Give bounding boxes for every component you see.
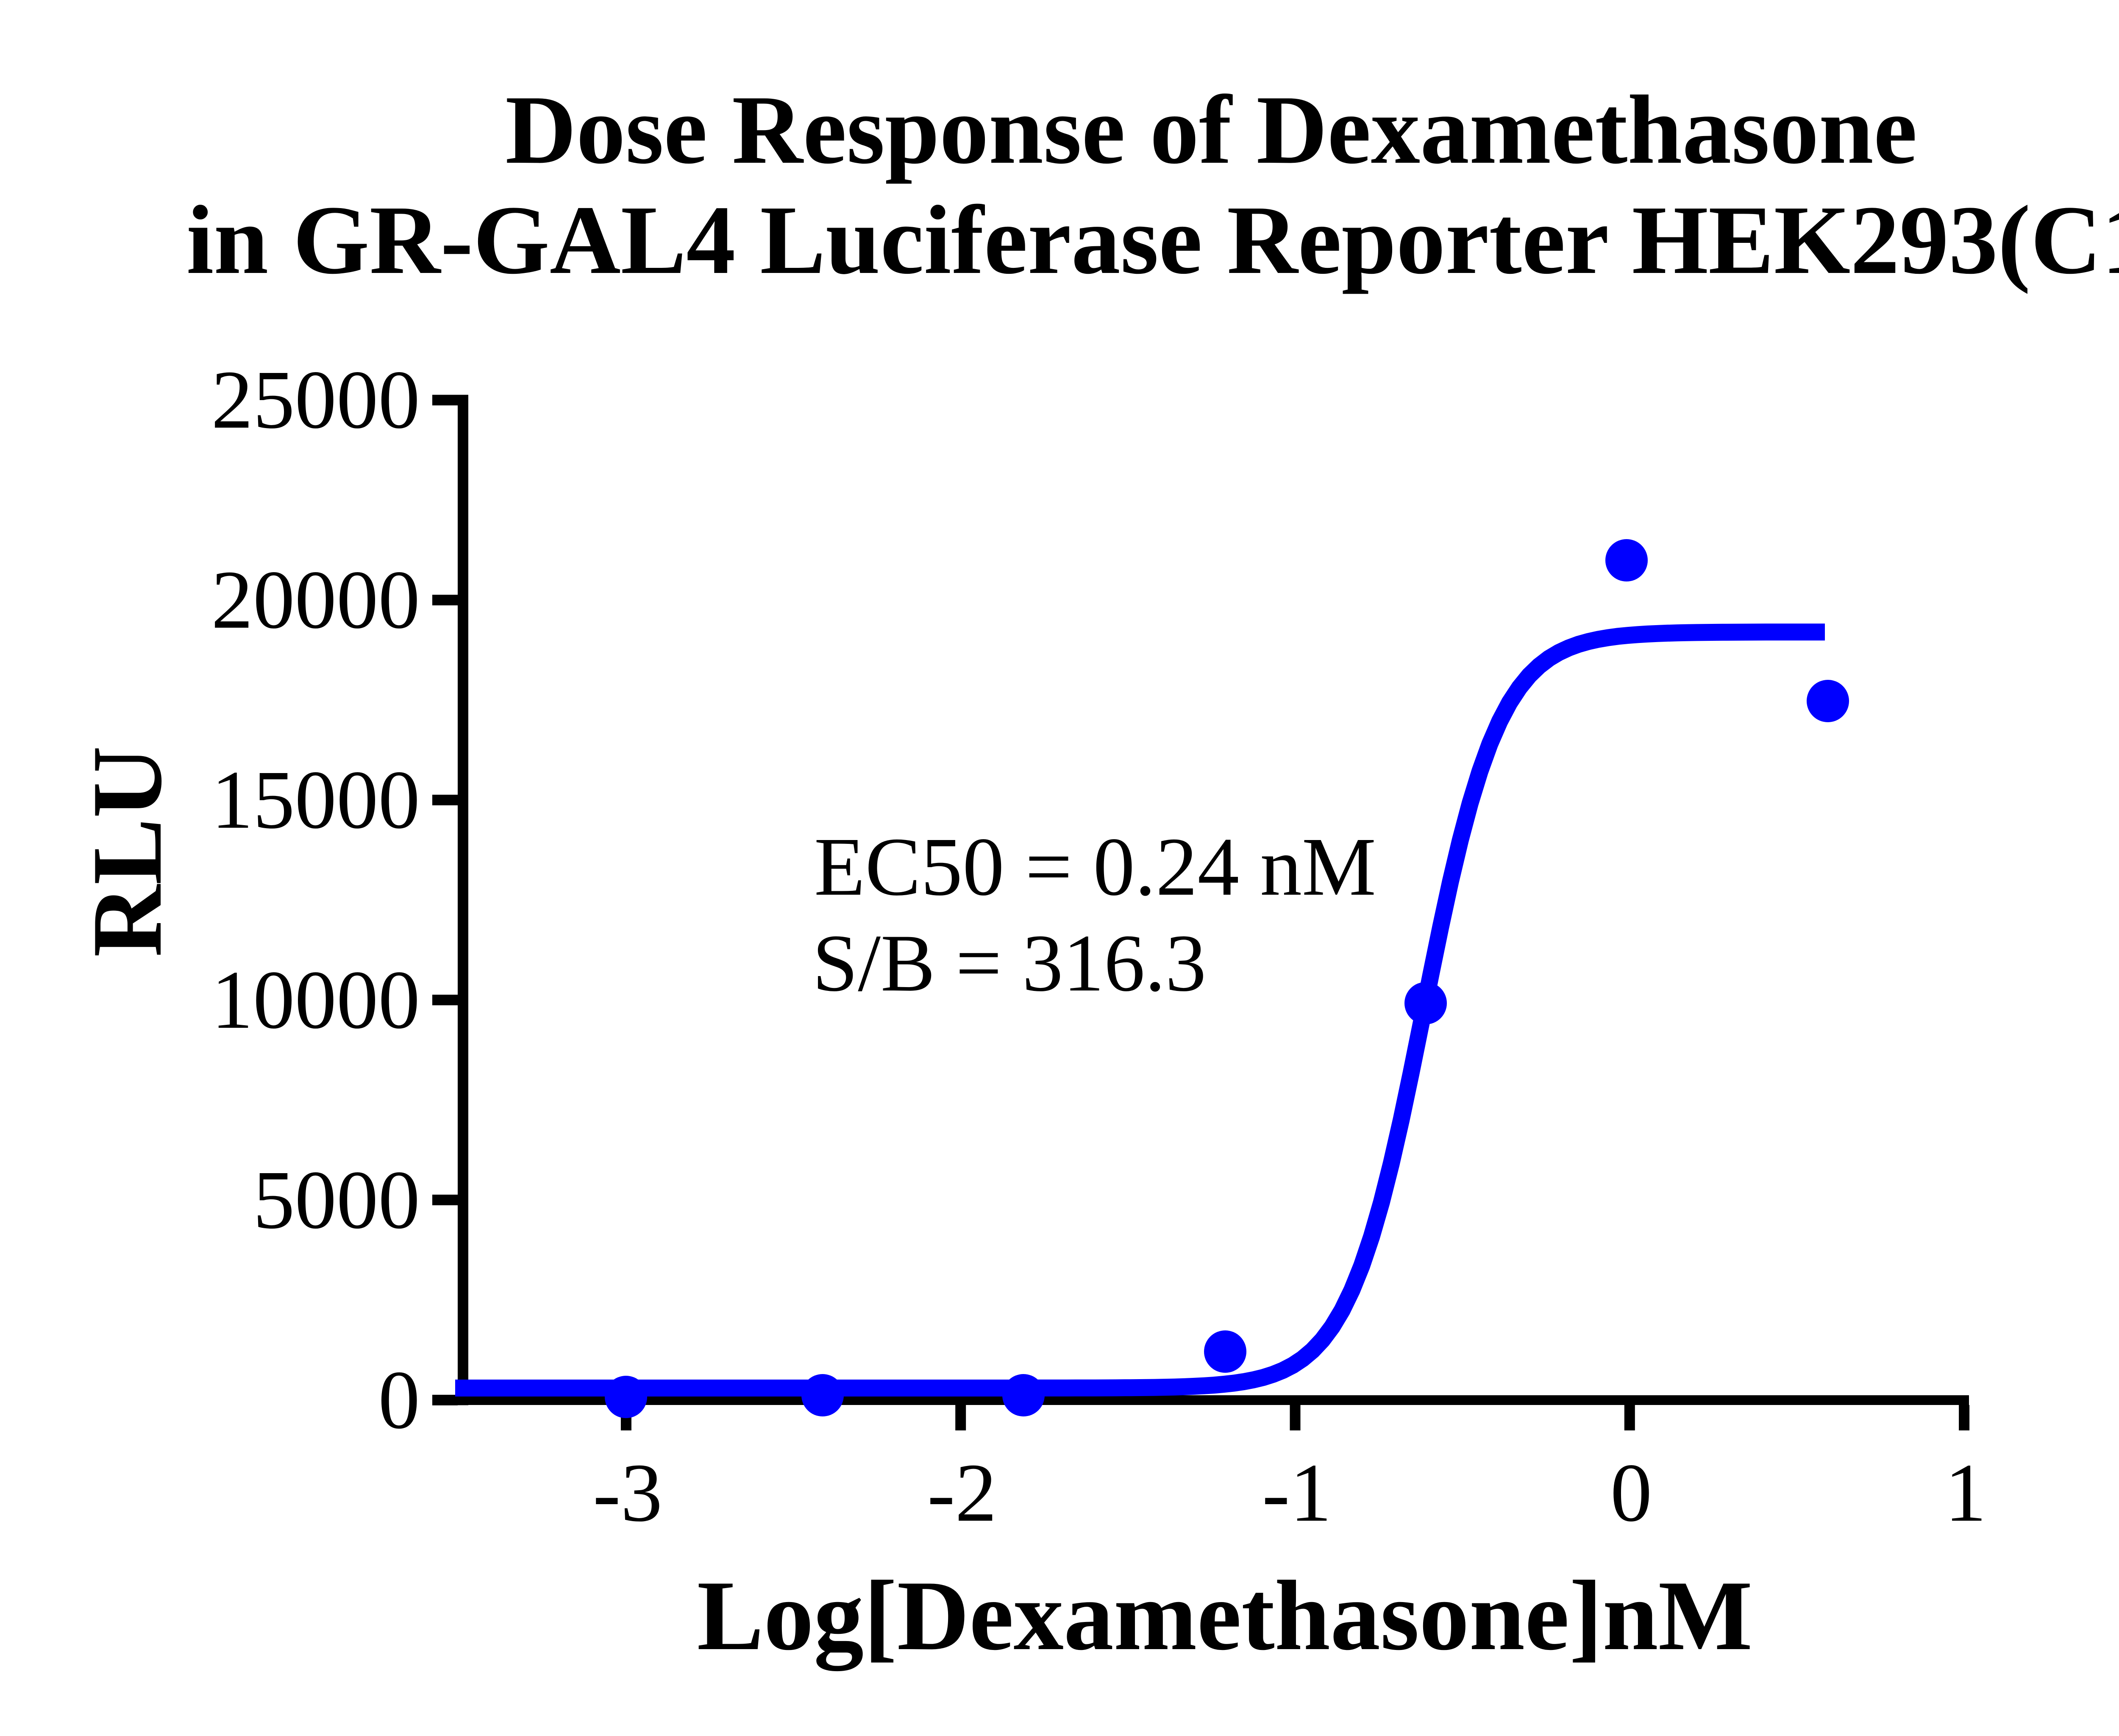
svg-text:15000: 15000	[211, 753, 420, 846]
svg-text:in GR-GAL4 Luciferase Reporter: in GR-GAL4 Luciferase Reporter HEK293(C1…	[186, 186, 2119, 295]
svg-text:0: 0	[1610, 1446, 1652, 1539]
svg-text:Log[Dexamethasone]nM: Log[Dexamethasone]nM	[697, 1561, 1753, 1671]
svg-text:0: 0	[378, 1353, 420, 1446]
svg-text:S/B = 316.3: S/B = 316.3	[812, 918, 1206, 1008]
svg-text:20000: 20000	[211, 553, 420, 646]
svg-text:-3: -3	[593, 1446, 662, 1539]
svg-text:-1: -1	[1262, 1446, 1332, 1539]
svg-text:EC50 = 0.24 nM: EC50 = 0.24 nM	[814, 820, 1376, 913]
svg-text:-2: -2	[927, 1446, 997, 1539]
svg-text:Dose Response of Dexamethasone: Dose Response of Dexamethasone	[505, 75, 1917, 184]
svg-text:25000: 25000	[211, 353, 420, 446]
svg-text:1: 1	[1945, 1446, 1987, 1539]
svg-text:RLU: RLU	[72, 746, 183, 957]
svg-text:10000: 10000	[211, 953, 420, 1046]
svg-text:5000: 5000	[253, 1153, 420, 1246]
